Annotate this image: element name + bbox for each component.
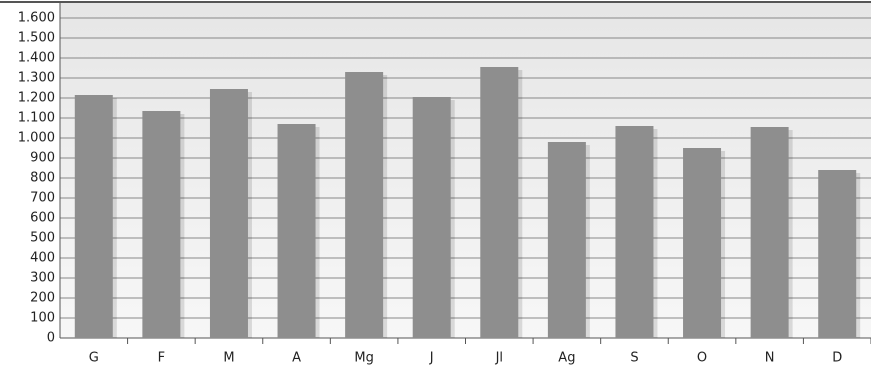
x-tick-label: J [429, 351, 434, 366]
x-tick-label: F [158, 351, 165, 366]
y-tick-label: 1.200 [18, 91, 55, 106]
y-tick-label: 1.300 [18, 71, 55, 86]
y-tick-label: 600 [30, 211, 55, 226]
x-tick-label: Ag [558, 351, 575, 366]
y-tick-label: 0 [47, 331, 55, 346]
bar [683, 148, 722, 338]
y-tick-label: 500 [30, 231, 55, 246]
bar [547, 142, 586, 338]
y-tick-label: 1.400 [18, 51, 55, 66]
x-tick-label: S [630, 351, 638, 366]
x-tick-label: D [832, 351, 842, 366]
y-tick-label: 1.100 [18, 111, 55, 126]
bar [412, 97, 451, 338]
bar [277, 124, 316, 338]
x-tick-label: Jl [495, 351, 503, 366]
bar [345, 72, 384, 338]
x-tick-label: N [765, 351, 775, 366]
bar [74, 95, 113, 338]
y-tick-label: 300 [30, 271, 55, 286]
y-tick-label: 700 [30, 191, 55, 206]
x-tick-label: G [89, 351, 99, 366]
y-tick-label: 1.600 [18, 11, 55, 26]
y-tick-label: 200 [30, 291, 55, 306]
y-tick-label: 800 [30, 171, 55, 186]
bar [818, 170, 857, 338]
x-tick-label: Mg [354, 351, 373, 366]
bar [209, 89, 248, 338]
y-tick-label: 400 [30, 251, 55, 266]
y-tick-label: 100 [30, 311, 55, 326]
bar [142, 111, 181, 338]
y-tick-label: 1.500 [18, 31, 55, 46]
x-tick-label: O [697, 351, 707, 366]
x-tick-label: A [292, 351, 301, 366]
bar [480, 67, 519, 338]
plot-area [60, 3, 871, 338]
y-tick-label: 900 [30, 151, 55, 166]
bar [615, 126, 654, 338]
x-tick-label: M [223, 351, 234, 366]
bar [750, 127, 789, 338]
y-tick-label: 1.000 [18, 131, 55, 146]
